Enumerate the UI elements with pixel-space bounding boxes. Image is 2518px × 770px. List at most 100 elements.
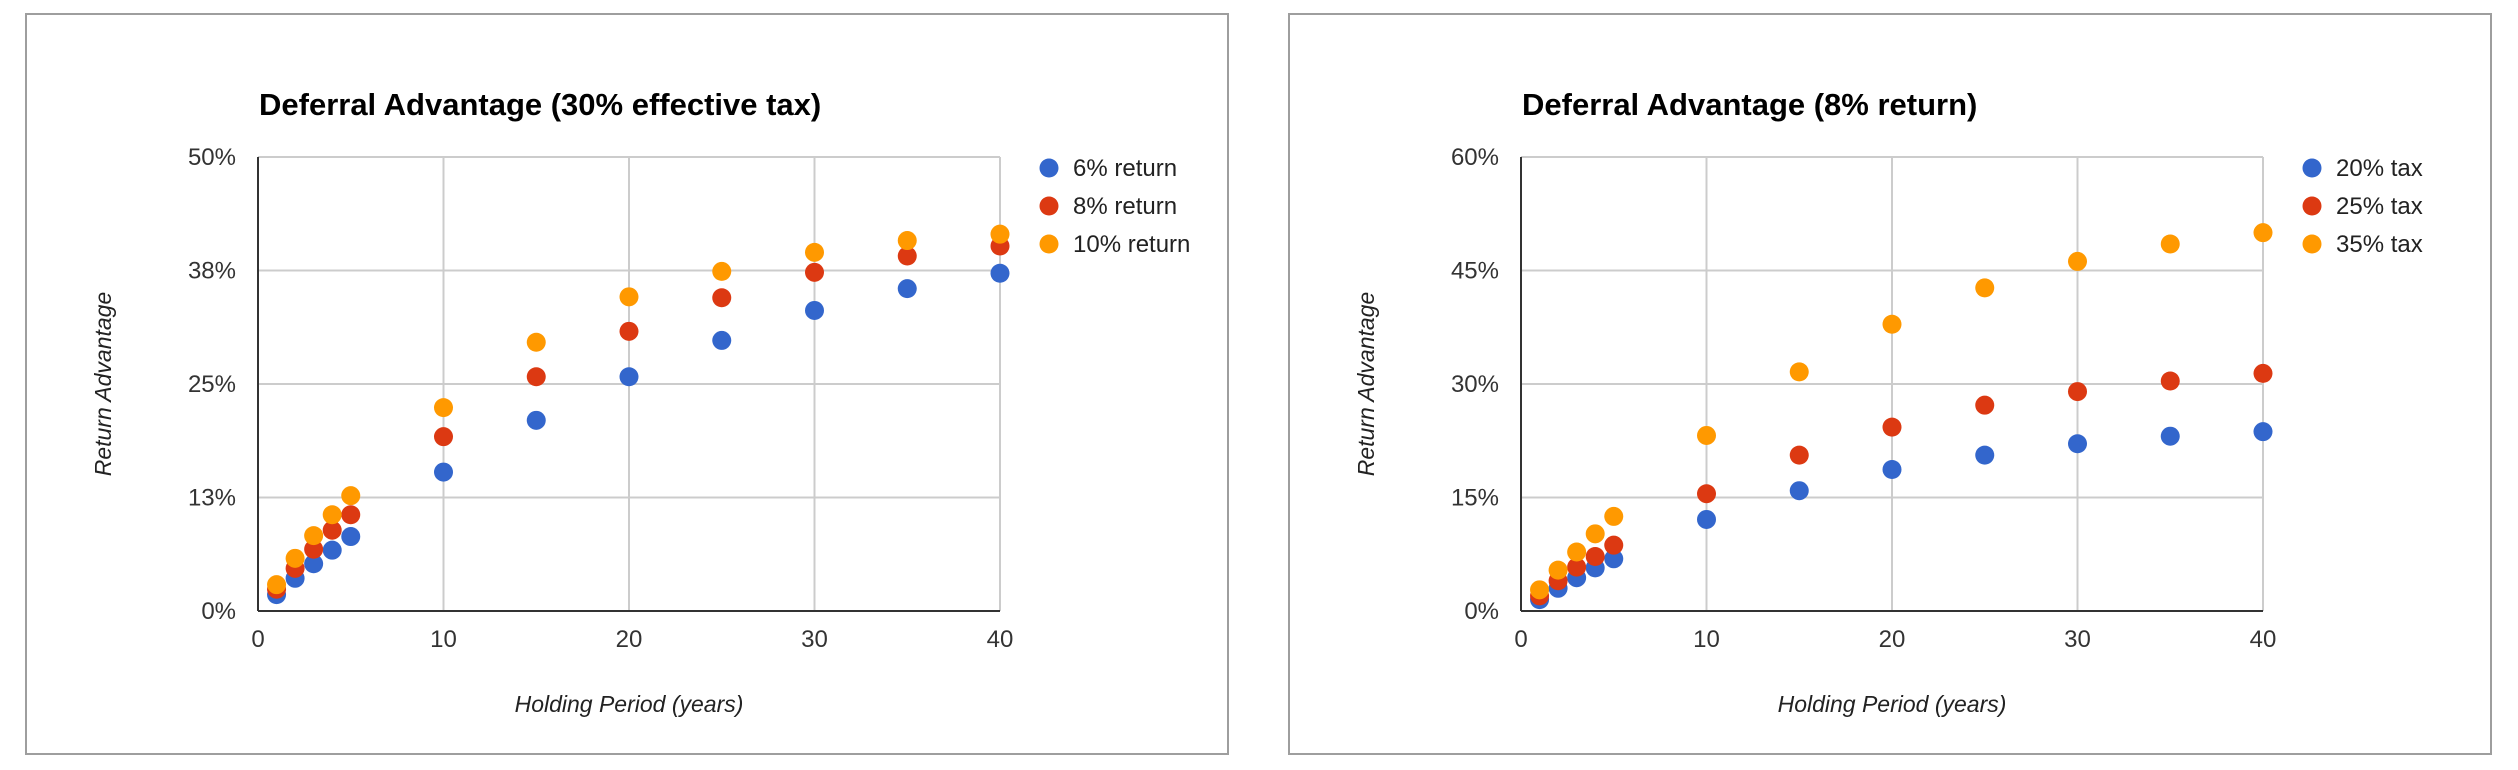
data-point-25-tax: [2253, 363, 2273, 383]
data-point-10-return: [990, 224, 1010, 244]
data-point-25-tax: [2068, 382, 2087, 402]
data-point-25-tax: [1697, 484, 1716, 504]
data-point-35-tax: [1975, 278, 1995, 298]
data-point-6-return: [990, 263, 1010, 283]
data-point-20-tax: [1882, 460, 1902, 480]
data-point-6-return: [712, 330, 732, 350]
legend-label: 6% return: [1073, 155, 1177, 182]
legend-marker: [1039, 234, 1059, 254]
data-point-35-tax: [2068, 251, 2087, 271]
data-point-10-return: [619, 287, 639, 307]
data-point-6-return: [897, 279, 917, 299]
data-point-8-return: [897, 246, 917, 266]
data-point-35-tax: [2160, 234, 2180, 254]
data-point-35-tax: [1530, 580, 1550, 600]
data-point-6-return: [434, 462, 453, 482]
data-point-25-tax: [2160, 371, 2180, 391]
y-tick-label: 15%: [1451, 485, 1499, 512]
data-point-8-return: [341, 505, 361, 525]
y-axis-label: Return Advantage: [1353, 292, 1379, 477]
x-axis-label: Holding Period (years): [515, 691, 744, 717]
data-point-10-return: [526, 332, 546, 352]
data-point-35-tax: [1697, 425, 1716, 445]
data-point-10-return: [341, 486, 361, 506]
data-point-20-tax: [1697, 509, 1716, 529]
x-tick-label: 20: [1879, 626, 1906, 653]
data-point-25-tax: [1975, 395, 1995, 415]
chart-panel-left: Deferral Advantage (30% effective tax) 0%…: [25, 13, 1229, 755]
data-point-6-return: [304, 554, 324, 574]
data-point-35-tax: [1789, 362, 1809, 382]
y-tick-label: 0%: [201, 598, 236, 625]
chart-title: Deferral Advantage (8% return): [1522, 87, 1977, 122]
data-point-6-return: [341, 527, 361, 547]
x-tick-label: 40: [987, 626, 1014, 653]
legend-label: 10% return: [1073, 231, 1190, 258]
x-tick-label: 0: [251, 626, 264, 653]
y-tick-label: 30%: [1451, 371, 1499, 398]
legend-marker: [1039, 158, 1059, 178]
x-tick-label: 20: [616, 626, 643, 653]
legend-marker: [2302, 196, 2322, 216]
y-tick-label: 50%: [188, 144, 236, 171]
legend-label: 35% tax: [2336, 231, 2423, 258]
y-tick-label: 45%: [1451, 258, 1499, 285]
y-tick-label: 60%: [1451, 144, 1499, 171]
legend-label: 25% tax: [2336, 193, 2423, 220]
chart-title: Deferral Advantage (30% effective tax): [259, 87, 821, 122]
data-point-8-return: [805, 262, 824, 282]
data-point-25-tax: [1604, 535, 1624, 555]
data-point-20-tax: [1789, 481, 1809, 501]
chart-svg-right: Deferral Advantage (8% return) 0% 15% 30% 45…: [1353, 87, 2423, 717]
data-point-10-return: [267, 575, 287, 595]
x-tick-label: 40: [2250, 626, 2277, 653]
data-point-20-tax: [2253, 422, 2273, 442]
data-point-8-return: [434, 427, 453, 447]
data-point-10-return: [897, 231, 917, 251]
chart-svg-left: Deferral Advantage (30% effective tax) 0%…: [90, 87, 1190, 717]
data-point-8-return: [304, 539, 324, 559]
data-point-25-tax: [1789, 445, 1809, 465]
x-tick-label: 30: [2064, 626, 2091, 653]
legend-marker: [2302, 234, 2322, 254]
x-tick-label: 30: [801, 626, 828, 653]
x-axis-label: Holding Period (years): [1778, 691, 2007, 717]
y-tick-label: 25%: [188, 371, 236, 398]
data-point-35-tax: [1585, 524, 1605, 544]
data-point-35-tax: [1567, 542, 1587, 562]
chart-panel-right: Deferral Advantage (8% return) 0% 15% 30% 45…: [1288, 13, 2492, 755]
data-point-25-tax: [1585, 547, 1605, 567]
legend-label: 8% return: [1073, 193, 1177, 220]
data-point-35-tax: [1604, 506, 1624, 526]
legend-marker: [1039, 196, 1059, 216]
legend-marker: [2302, 158, 2322, 178]
data-point-6-return: [526, 410, 546, 430]
data-point-35-tax: [1548, 560, 1568, 580]
data-point-10-return: [304, 526, 324, 546]
data-point-10-return: [434, 398, 453, 418]
data-point-35-tax: [1882, 314, 1902, 334]
data-point-6-return: [322, 540, 342, 560]
data-point-10-return: [285, 548, 305, 568]
data-point-20-tax: [2160, 426, 2180, 446]
data-point-8-return: [712, 288, 732, 308]
y-axis-label: Return Advantage: [90, 292, 116, 477]
data-point-10-return: [805, 242, 824, 262]
data-point-8-return: [619, 321, 639, 341]
y-tick-label: 0%: [1464, 598, 1499, 625]
x-tick-label: 10: [430, 626, 457, 653]
data-point-10-return: [322, 505, 342, 525]
data-point-25-tax: [1567, 557, 1587, 577]
data-point-20-tax: [1604, 549, 1624, 569]
data-point-6-return: [619, 367, 639, 387]
data-point-8-return: [322, 520, 342, 540]
legend-label: 20% tax: [2336, 155, 2423, 182]
x-tick-label: 0: [1514, 626, 1527, 653]
data-point-20-tax: [1975, 445, 1995, 465]
y-tick-label: 38%: [188, 258, 236, 285]
data-point-8-return: [526, 367, 546, 387]
x-tick-label: 10: [1693, 626, 1720, 653]
data-point-20-tax: [2068, 434, 2087, 454]
data-point-25-tax: [1882, 417, 1902, 437]
data-point-6-return: [805, 300, 824, 320]
